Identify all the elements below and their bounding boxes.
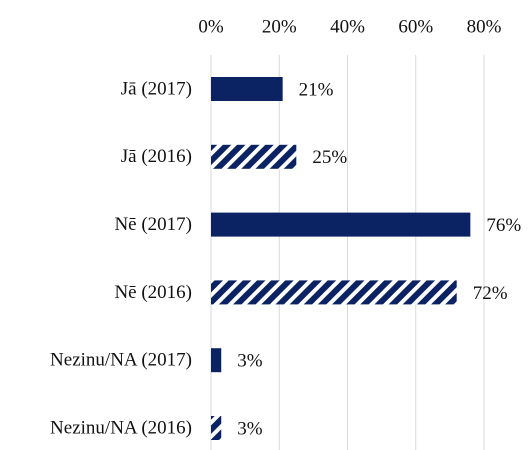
value-label: 76% xyxy=(486,215,521,236)
y-tick-label: Nezinu/NA (2017) xyxy=(50,350,192,371)
value-label: 3% xyxy=(237,418,262,439)
bar xyxy=(211,280,457,305)
bar xyxy=(211,212,471,237)
value-label: 25% xyxy=(312,147,347,168)
bar xyxy=(211,144,297,169)
bar xyxy=(211,77,283,101)
x-tick-label: 60% xyxy=(398,16,433,37)
x-tick-label: 40% xyxy=(330,16,365,37)
value-label: 3% xyxy=(237,351,262,372)
value-label: 72% xyxy=(473,283,508,304)
y-tick-label: Nezinu/NA (2016) xyxy=(50,417,192,438)
y-tick-label: Nē (2017) xyxy=(114,214,192,235)
y-tick-label: Jā (2017) xyxy=(121,78,192,99)
bar xyxy=(211,416,222,440)
y-tick-label: Nē (2016) xyxy=(114,282,192,303)
value-label: 21% xyxy=(299,79,334,100)
x-tick-label: 80% xyxy=(467,16,502,37)
x-tick-label: 0% xyxy=(198,16,224,37)
bar xyxy=(211,348,222,373)
x-tick-label: 20% xyxy=(262,16,297,37)
y-tick-label: Jā (2016) xyxy=(121,146,192,167)
